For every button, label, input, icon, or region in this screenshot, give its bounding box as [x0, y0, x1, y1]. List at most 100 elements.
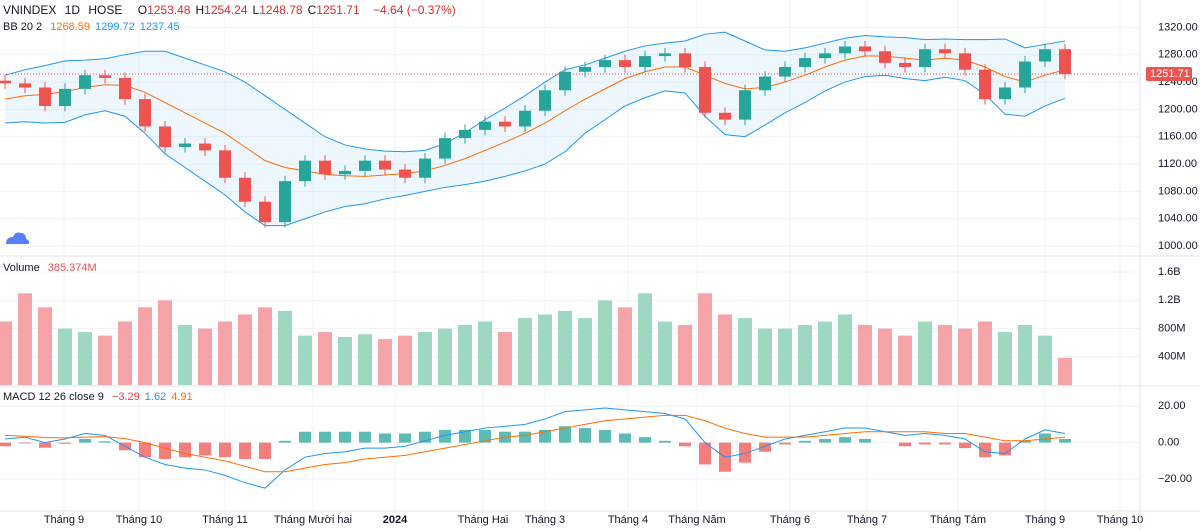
candle-body	[59, 88, 71, 106]
macd-histogram	[679, 442, 691, 447]
candle-body	[999, 87, 1011, 100]
volume-bar	[818, 321, 832, 385]
macd-histogram	[219, 442, 231, 458]
macd-line	[4, 414, 1066, 473]
bb-line	[4, 31, 1066, 153]
y-tick-label: 1160.00	[1158, 131, 1197, 143]
volume-bar	[118, 321, 132, 385]
candle-body	[859, 46, 871, 52]
x-tick-label: Tháng 9	[44, 514, 84, 526]
y-tick-label: −20.00	[1158, 473, 1192, 485]
y-tick-label: 1040.00	[1158, 213, 1198, 225]
volume-bar	[718, 314, 732, 385]
candle-body	[499, 121, 511, 127]
ohlc-label: H	[195, 3, 205, 17]
volume-bar	[98, 335, 112, 385]
macd-histogram	[619, 433, 631, 443]
candle-body	[979, 69, 991, 100]
candle-body	[339, 170, 351, 175]
volume-bar	[218, 321, 232, 385]
volume-bar	[78, 332, 92, 385]
ohlc: O1253.48 H1254.24 L1248.78 C1251.71	[138, 3, 365, 17]
macd-histogram	[19, 442, 31, 444]
candle-body	[719, 112, 731, 120]
macd-histogram	[999, 442, 1011, 456]
ohlc-value: 1248.78	[259, 3, 303, 17]
x-tick-label: Tháng 7	[847, 514, 887, 526]
volume-bar	[538, 314, 552, 385]
volume-bar	[618, 307, 632, 385]
y-tick-label: 20.00	[1158, 400, 1186, 412]
macd-title: MACD 12 26 close 9	[3, 391, 104, 403]
volume-bar	[498, 332, 512, 385]
volume-bar	[798, 325, 812, 385]
volume-bar	[258, 307, 272, 385]
volume-value: 385.374M	[47, 262, 97, 274]
bb-band	[5, 32, 1065, 226]
volume-bar	[738, 317, 752, 385]
candle-body	[219, 150, 231, 178]
macd-histogram	[439, 429, 451, 443]
volume-bar	[638, 293, 652, 385]
x-tick-label: Tháng Hai	[458, 514, 509, 526]
volume-legend: Volume 385.374M	[3, 262, 102, 274]
macd-histogram	[959, 442, 971, 449]
candle-body	[599, 60, 611, 67]
macd-histogram	[979, 442, 991, 458]
y-tick-label: 0.00	[1158, 437, 1179, 449]
macd-histogram	[339, 431, 351, 443]
candle-body	[99, 75, 111, 78]
volume-bar	[338, 337, 352, 385]
macd-value: 1.62	[144, 391, 167, 403]
macd-histogram	[779, 442, 791, 445]
macd-histogram	[79, 438, 91, 443]
volume-bar	[278, 310, 292, 385]
macd-histogram	[159, 442, 171, 460]
candle-body	[739, 90, 751, 120]
macd-histogram	[279, 440, 291, 443]
candle-body	[519, 110, 531, 127]
bb-value: 1237.45	[139, 21, 180, 33]
macd-values: −3.29 1.62 4.91	[112, 391, 198, 403]
candle-body	[1019, 61, 1031, 88]
volume-bar	[178, 325, 192, 385]
logo-icon	[6, 232, 30, 244]
volume-bar	[898, 335, 912, 385]
candle-body	[699, 66, 711, 113]
x-tick-label: Tháng Tám	[930, 514, 986, 526]
volume-bar	[478, 321, 492, 385]
exchange: HOSE	[88, 3, 123, 17]
macd-histogram	[419, 431, 431, 443]
macd-histogram	[479, 429, 491, 443]
volume-bar	[318, 332, 332, 385]
y-tick-label: 1.2B	[1158, 294, 1181, 306]
candle-body	[239, 177, 251, 202]
macd-histogram	[199, 442, 211, 456]
candle-body	[19, 83, 31, 88]
volume-bar	[518, 317, 532, 385]
macd-histogram	[319, 431, 331, 443]
candle-body	[0, 80, 11, 84]
volume-bar	[18, 293, 32, 385]
macd-histogram	[1019, 440, 1031, 443]
y-tick-label: 1080.00	[1158, 185, 1198, 197]
volume-bar	[758, 328, 772, 385]
candle-body	[379, 160, 391, 170]
interval: 1D	[64, 3, 81, 17]
bb-value: 1299.72	[94, 21, 135, 33]
volume-bar	[1018, 325, 1032, 385]
x-tick-label: Tháng 4	[608, 514, 648, 526]
candle-body	[279, 181, 291, 223]
volume-bar	[878, 328, 892, 385]
macd-histogram	[819, 438, 831, 443]
symbol-legend: VNINDEX 1D HOSE O1253.48 H1254.24 L1248.78…	[3, 3, 461, 17]
volume-bar	[458, 325, 472, 385]
x-tick-label: Tháng 3	[525, 514, 565, 526]
bb-line	[4, 74, 1066, 227]
volume-bar	[958, 328, 972, 385]
candle-body	[939, 49, 951, 54]
macd-histogram	[539, 429, 551, 443]
volume-title: Volume	[3, 262, 40, 274]
symbol: VNINDEX	[3, 3, 57, 17]
